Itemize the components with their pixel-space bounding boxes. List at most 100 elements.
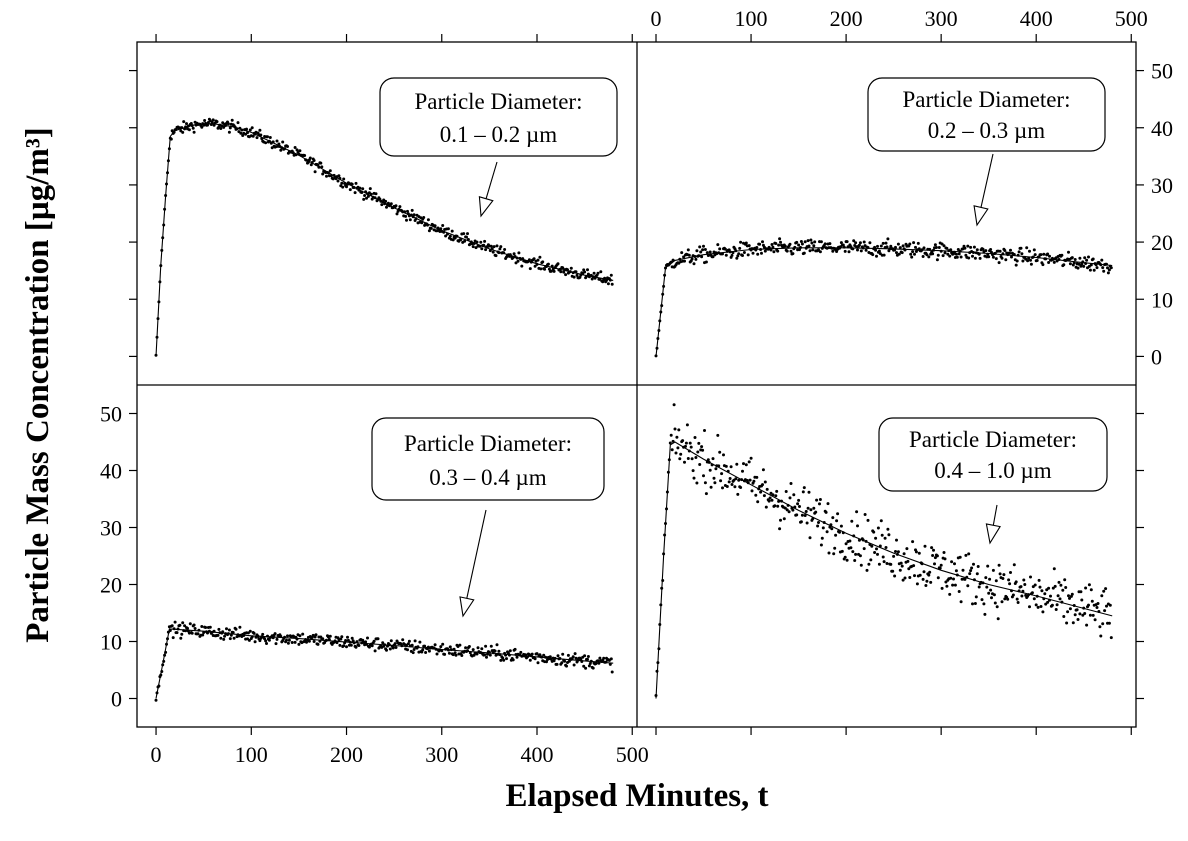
data-point [1082, 264, 1086, 268]
data-point [1059, 583, 1063, 587]
data-point [512, 252, 516, 256]
data-point [686, 248, 690, 252]
data-point [1105, 604, 1108, 608]
panel-4: Particle Diameter: 0.4 – 1.0 µm [654, 403, 1113, 699]
data-point [1087, 603, 1090, 607]
data-point [808, 536, 812, 540]
annotation-text-line2: 0.3 – 0.4 µm [429, 465, 547, 490]
data-point [713, 481, 717, 485]
data-point [693, 436, 697, 439]
data-point [718, 450, 722, 454]
data-point [1067, 594, 1070, 598]
data-point [843, 249, 847, 253]
data-point [404, 214, 408, 218]
data-point [1098, 625, 1102, 629]
data-point [826, 502, 830, 506]
data-point [441, 642, 445, 646]
data-point [1023, 583, 1027, 586]
data-point [187, 128, 191, 132]
data-point [219, 127, 223, 130]
data-point [1078, 612, 1082, 616]
data-point [448, 234, 452, 238]
data-point [1021, 589, 1025, 593]
data-point [853, 559, 857, 562]
data-point [716, 243, 720, 247]
data-point [1021, 259, 1025, 263]
data-point [1022, 578, 1026, 582]
data-point [497, 649, 501, 653]
data-point [365, 196, 368, 200]
data-point [958, 555, 962, 559]
data-point [690, 257, 694, 261]
data-point [774, 242, 778, 245]
data-point [894, 550, 897, 553]
data-point [745, 479, 749, 482]
data-point [370, 644, 374, 648]
data-point [508, 649, 512, 653]
data-point [1029, 262, 1033, 266]
data-point [839, 524, 843, 528]
data-point [552, 269, 556, 273]
data-point [236, 121, 240, 125]
data-point [427, 649, 431, 653]
data-point [287, 638, 291, 642]
data-point [171, 636, 175, 640]
data-point [855, 510, 859, 514]
data-point [847, 250, 851, 254]
data-point [192, 130, 196, 134]
data-point [884, 546, 888, 549]
data-point [968, 572, 972, 576]
data-point [238, 625, 242, 629]
data-point [818, 498, 822, 501]
data-point [695, 481, 699, 485]
data-point [227, 130, 231, 134]
data-point [340, 635, 344, 639]
data-point [914, 550, 918, 554]
data-point [969, 569, 973, 573]
data-point [308, 156, 312, 160]
data-point [875, 547, 878, 551]
data-point [450, 229, 454, 233]
data-point [451, 653, 455, 657]
data-point [903, 576, 907, 580]
data-point [230, 118, 234, 122]
data-point [936, 253, 940, 257]
data-point [364, 640, 368, 644]
data-point [208, 625, 212, 629]
data-point [913, 252, 916, 256]
data-point [800, 242, 804, 246]
data-point [862, 547, 866, 551]
data-point [410, 643, 414, 647]
data-point [963, 246, 967, 250]
data-point [1046, 252, 1050, 256]
data-point [316, 642, 320, 646]
data-point [180, 632, 184, 636]
data-point [422, 216, 426, 219]
data-point [703, 429, 706, 432]
data-point [1017, 250, 1021, 254]
x-tick-label: 100 [735, 6, 768, 31]
data-point [670, 448, 674, 452]
data-point [816, 524, 820, 528]
data-point [1100, 594, 1104, 598]
data-point [489, 244, 493, 248]
data-point [940, 586, 944, 590]
y-tick-label: 10 [100, 630, 122, 655]
data-point [900, 251, 904, 255]
data-point [970, 566, 974, 570]
data-point [690, 457, 694, 461]
data-point [998, 572, 1002, 576]
data-point [768, 496, 772, 500]
data-point [471, 648, 475, 652]
data-point [413, 639, 417, 643]
data-point [1088, 613, 1092, 617]
x-tick-label: 500 [1115, 6, 1148, 31]
data-point [559, 270, 563, 274]
annotation-arrow-shaft [992, 504, 998, 526]
y-tick-label: 20 [100, 573, 122, 598]
y-tick-label: 30 [100, 516, 122, 541]
data-point [443, 652, 447, 656]
data-point [591, 666, 595, 670]
data-point [741, 254, 744, 257]
data-point [1042, 252, 1046, 256]
